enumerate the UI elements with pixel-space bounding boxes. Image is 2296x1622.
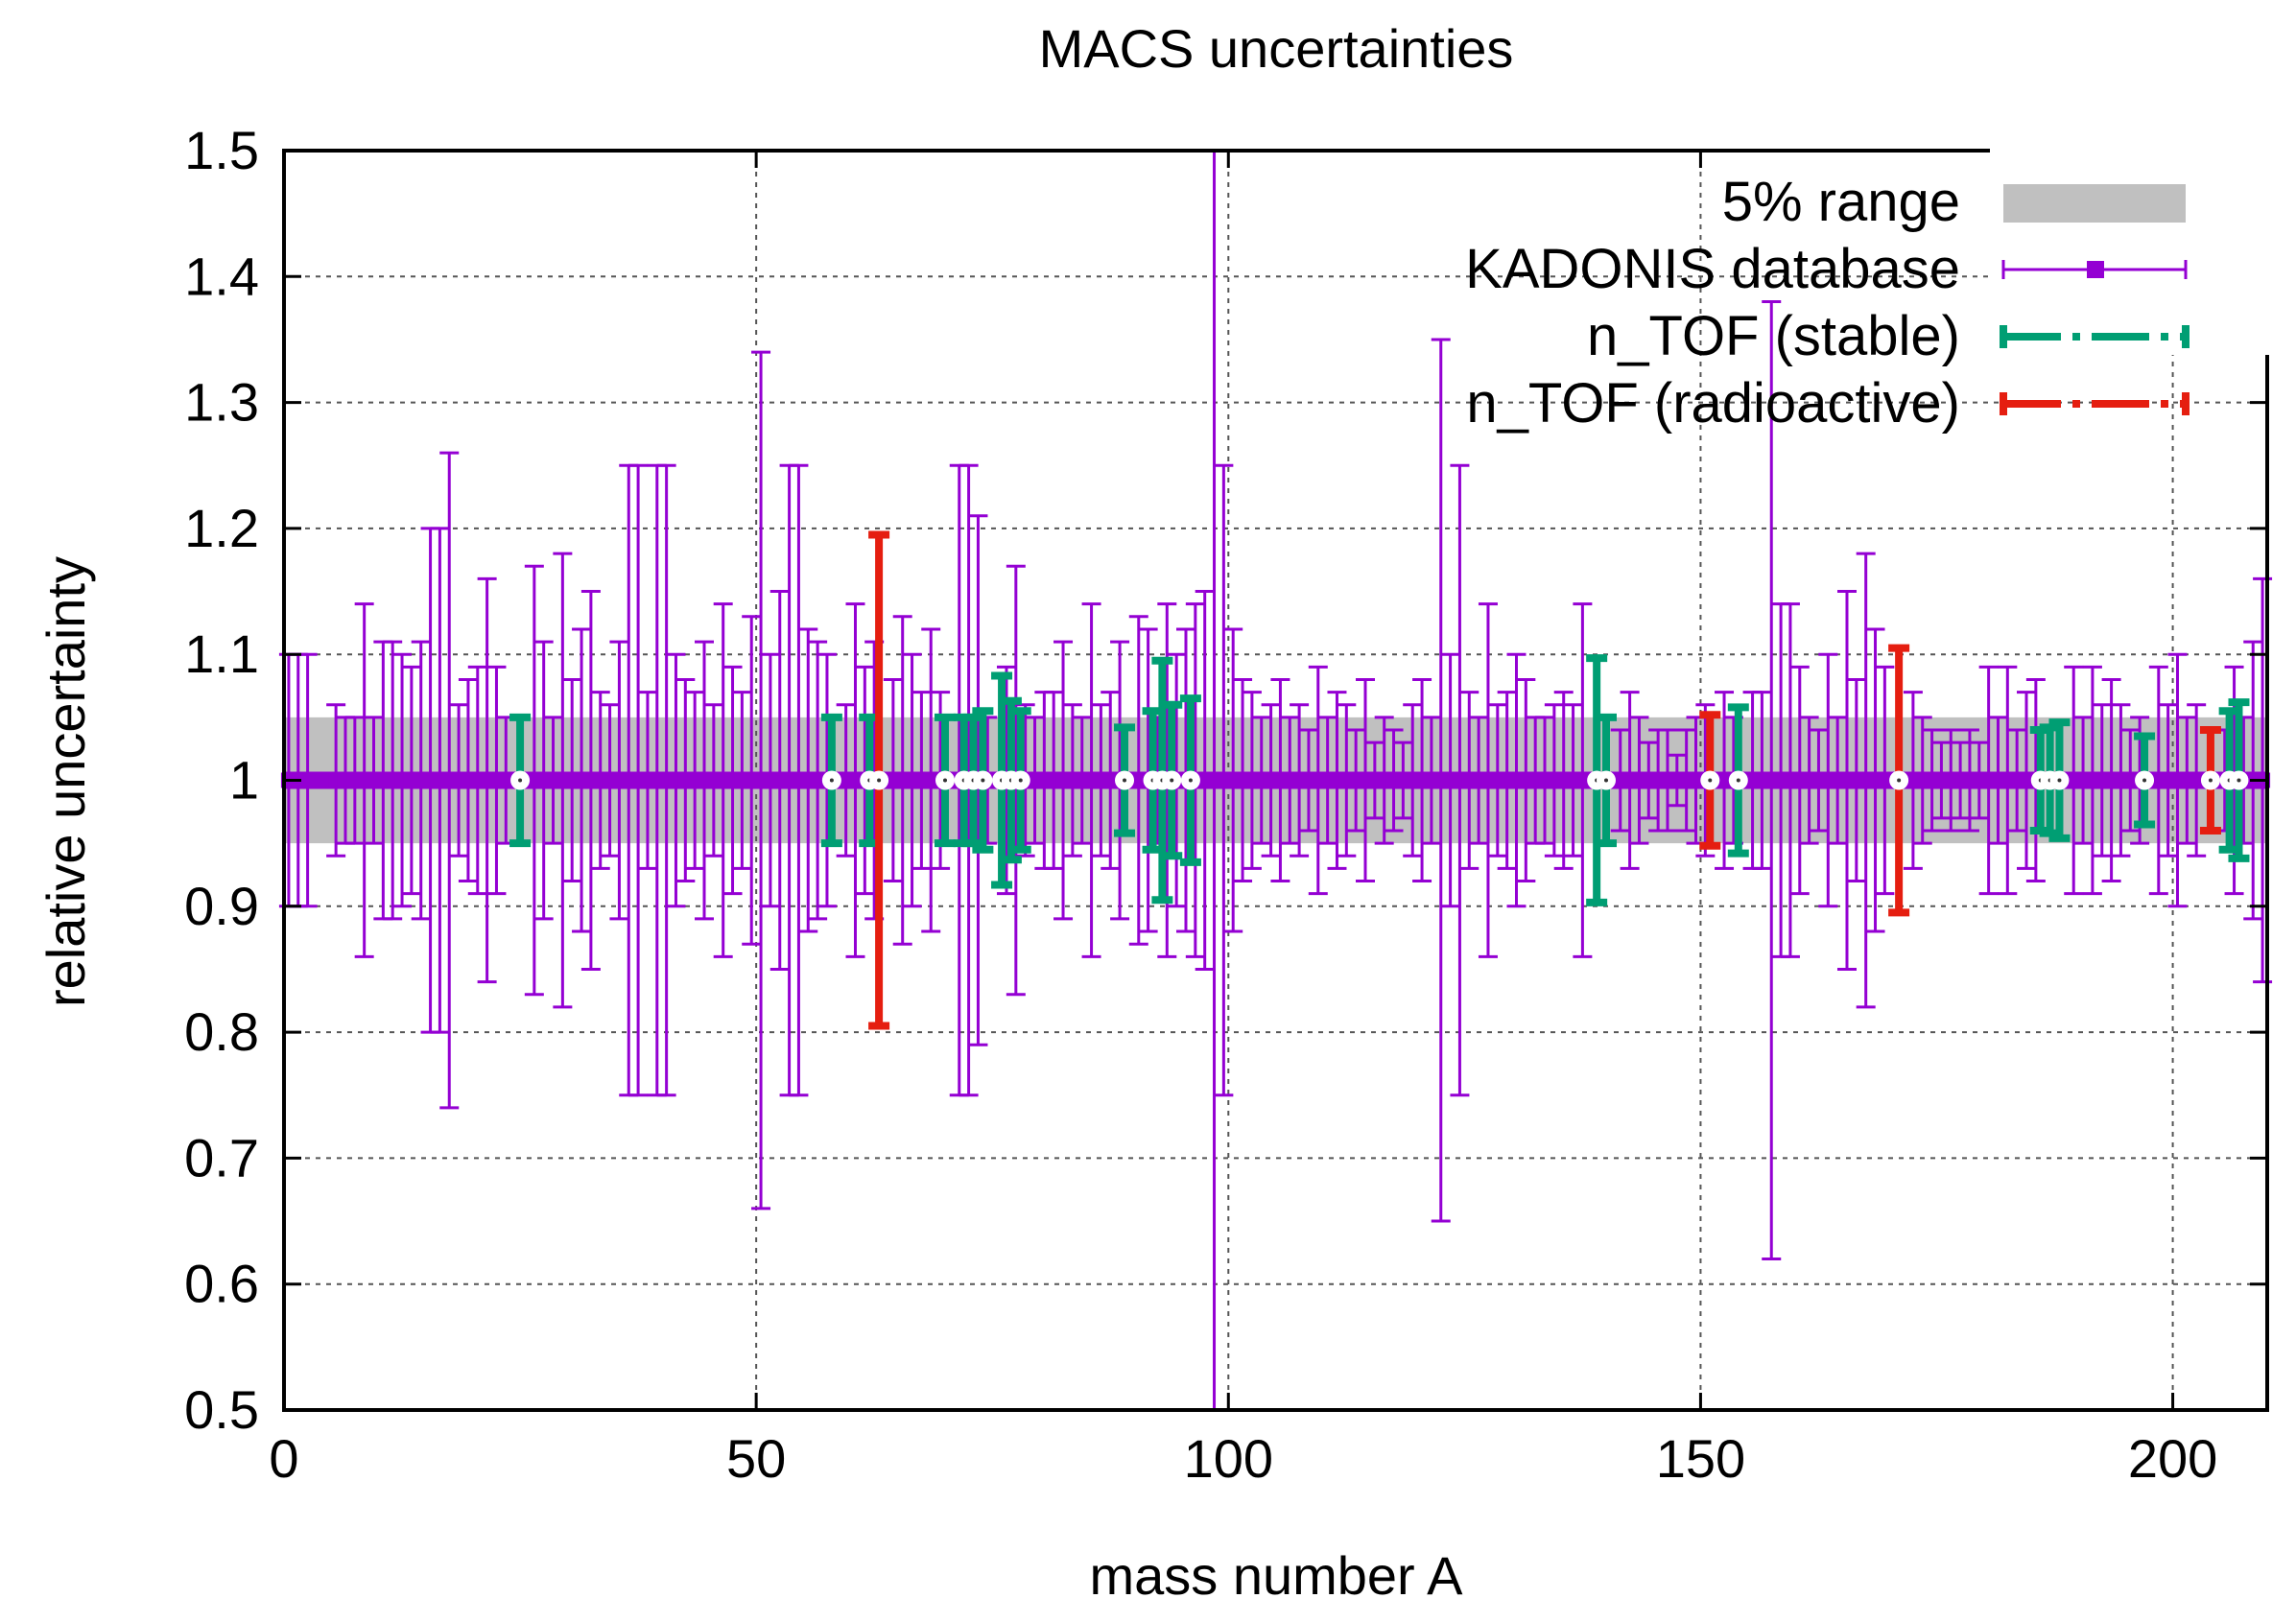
marker-layer [510, 770, 2249, 790]
kadonis-point [498, 772, 514, 788]
ntof-stable-point [1115, 770, 1135, 790]
ntof-radioactive-point-dot [877, 778, 882, 783]
ntof-stable-point-dot [829, 778, 834, 783]
x-tick-label: 0 [269, 1428, 298, 1489]
y-tick-label: 0.6 [184, 1254, 259, 1314]
ntof-stable-point [2135, 770, 2155, 790]
legend-swatch-band [2003, 184, 2186, 223]
y-tick-label: 1.2 [184, 498, 259, 558]
kadonis-errorbar [845, 602, 865, 958]
ntof-radioactive-point [1889, 770, 1909, 790]
y-tick-label: 0.9 [184, 876, 259, 936]
legend-label-ntof-radioactive: n_TOF (radioactive) [1466, 372, 1960, 435]
y-tick-label: 1.3 [184, 372, 259, 433]
ntof-stable-point [1010, 770, 1030, 790]
ntof-stable-point-dot [518, 778, 523, 783]
x-tick-label: 200 [2128, 1428, 2217, 1489]
ntof-radioactive-point-dot [2208, 778, 2213, 783]
ntof-stable-point-dot [1170, 778, 1174, 783]
ntof-stable-point-dot [1188, 778, 1193, 783]
y-tick-label: 0.5 [184, 1379, 259, 1440]
legend-label-ntof-stable: n_TOF (stable) [1587, 305, 1960, 367]
ntof-stable-point-dot [1604, 778, 1608, 783]
ntof-stable-point-dot [1736, 778, 1740, 783]
y-tick-label: 1.4 [184, 246, 259, 306]
ntof-radioactive-point [2200, 770, 2220, 790]
y-tick-label: 1.1 [184, 623, 259, 684]
kadonis-errorbar [1573, 602, 1593, 958]
ntof-radioactive-point-dot [1708, 778, 1713, 783]
ntof-radioactive-point [869, 770, 889, 790]
kadonis-point [2189, 772, 2205, 788]
y-axis-label: relative uncertainty [36, 556, 96, 1007]
x-tick-label: 150 [1656, 1428, 1745, 1489]
kadonis-errorbar [1715, 691, 1735, 870]
ntof-stable-point-dot [2237, 778, 2241, 783]
ntof-stable-point [973, 770, 993, 790]
kadonis-errorbar [354, 602, 374, 958]
x-axis-label: mass number A [1089, 1545, 1463, 1606]
kadonis-point [1877, 772, 1893, 788]
kadonis-errorbar [401, 665, 421, 896]
ntof-radioactive-point-dot [1897, 778, 1902, 783]
kadonis-errorbar [1875, 665, 1895, 896]
ntof-stable-point [821, 770, 841, 790]
kadonis-errorbar [902, 652, 922, 908]
ntof-stable-point [1180, 770, 1200, 790]
y-tick-label: 0.7 [184, 1127, 259, 1187]
chart-title: MACS uncertainties [1039, 18, 1514, 79]
y-tick-label: 1.5 [184, 120, 259, 180]
ntof-stable-point-dot [2142, 778, 2147, 783]
legend-swatch-ntof-stable [2000, 325, 2189, 348]
tick-layer: 0.5 0.6 0.7 0.8 0.9 1 1.1 1.2 1.3 1.4 1.5 0 50 100 150… [184, 120, 2267, 1489]
ntof-stable-point-dot [943, 778, 947, 783]
ntof-stable-point-dot [1123, 778, 1127, 783]
legend-swatch-kadonis [2001, 260, 2188, 279]
ntof-stable-point-dot [981, 778, 985, 783]
kadonis-errorbar [1865, 627, 1885, 933]
ntof-stable-point [1597, 770, 1616, 790]
x-tick-label: 100 [1184, 1428, 1273, 1489]
kadonis-errorbar [2187, 703, 2207, 858]
kadonis-errorbar [562, 677, 582, 883]
ntof-stable-point [1162, 770, 1182, 790]
kadonis-point [299, 772, 316, 788]
ntof-stable-point [2229, 770, 2249, 790]
ntof-stable-point-dot [1018, 778, 1023, 783]
ntof-stable-point [1728, 770, 1748, 790]
legend-swatch-ntof-radioactive [2000, 392, 2189, 415]
y-tick-label: 0.8 [184, 1001, 259, 1062]
ntof-stable-point [2049, 770, 2070, 790]
legend-kadonis-point [2087, 261, 2104, 278]
x-tick-label: 50 [726, 1428, 786, 1489]
legend-label-band: 5% range [1722, 171, 1960, 233]
ntof-stable-point-dot [2057, 778, 2062, 783]
legend-label-kadonis: KADONIS database [1465, 238, 1960, 300]
y-tick-label: 1 [229, 750, 259, 811]
ntof-stable-point [935, 770, 955, 790]
legend: 5% range KADONIS database n_TOF (stable)… [1465, 125, 2296, 435]
kadonis-point [1574, 772, 1591, 788]
kadonis-errorbar [1062, 703, 1082, 858]
ntof-radioactive-point [1700, 770, 1720, 790]
ntof-stable-point [510, 770, 531, 790]
